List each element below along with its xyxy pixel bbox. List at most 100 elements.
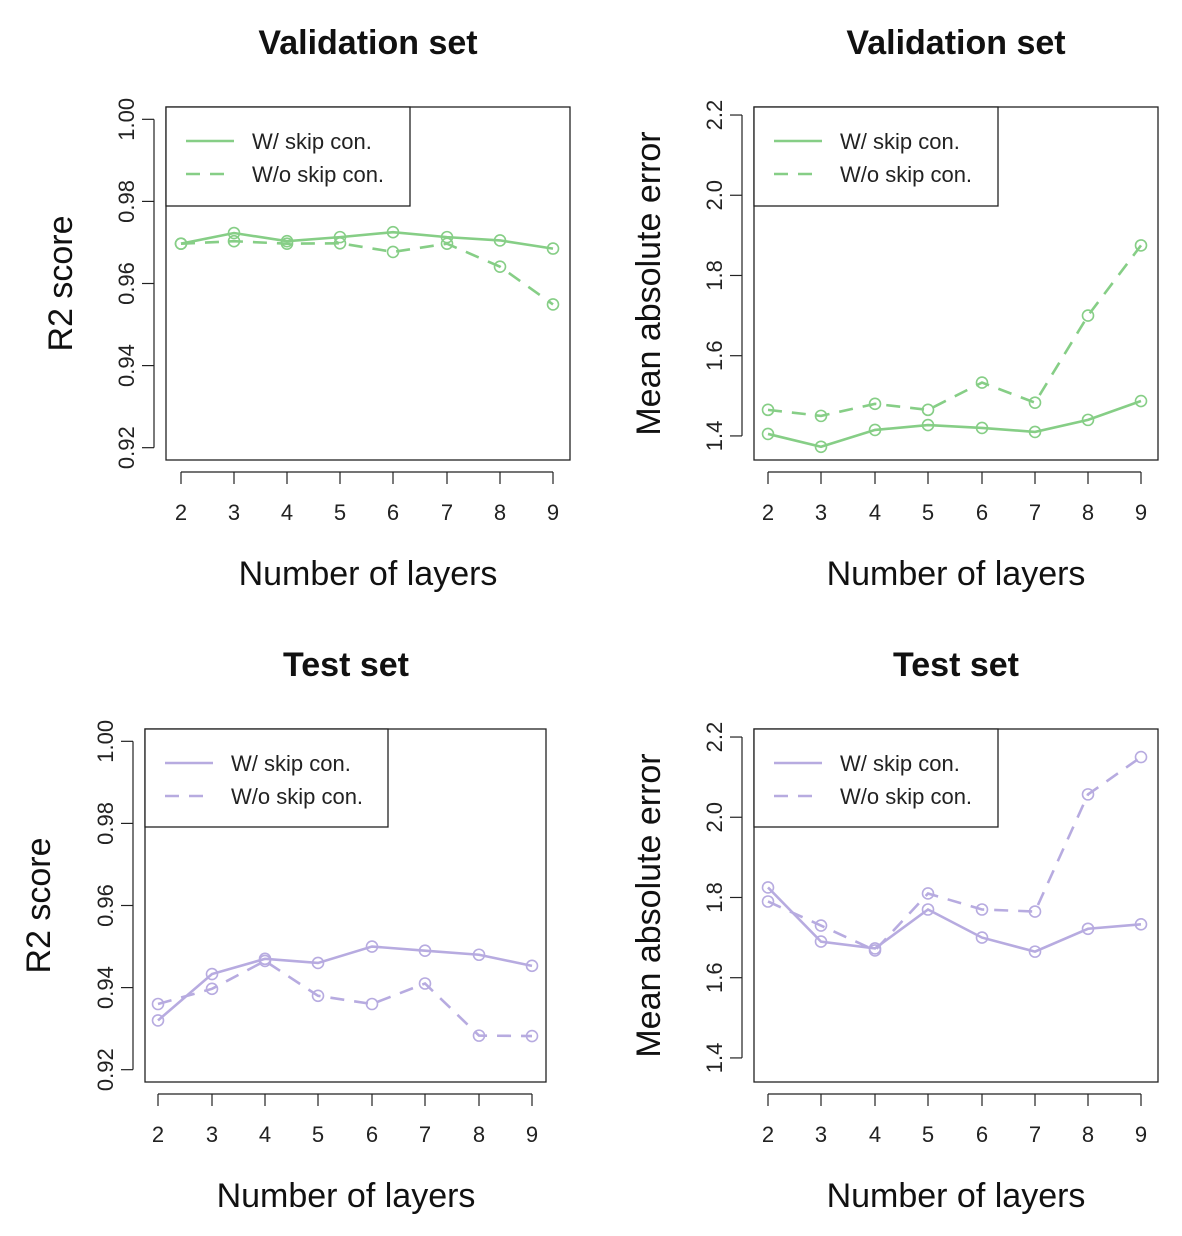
panel-2-series-1-point	[761, 427, 775, 441]
panel-2-y-tick-label: 2.2	[702, 100, 727, 131]
panel-3-x-tick-label: 8	[473, 1122, 485, 1147]
panel-2-legend-label-1: W/ skip con.	[840, 129, 960, 154]
panel-4-x-tick-label: 6	[976, 1122, 988, 1147]
panel-4-x-tick-label: 7	[1029, 1122, 1041, 1147]
panel-1-x-tick-label: 6	[387, 500, 399, 525]
panel-4-series-1-line	[767, 886, 1142, 954]
panel-1-x-axis-label: Number of layers	[239, 555, 498, 593]
panel-1-y-tick-label: 1.00	[114, 98, 139, 141]
panel-4-series-1-point	[1134, 918, 1148, 931]
panel-1-series-2-point	[386, 245, 400, 259]
panel-1-series-2-point	[280, 237, 294, 250]
panel-3-series-1-point	[418, 944, 432, 957]
panel-4-series-1-point	[921, 903, 935, 916]
panel-4-series-1-point	[761, 881, 775, 894]
panel-2-legend-box	[753, 106, 999, 207]
panel-3-x-tick-label: 5	[312, 1122, 324, 1147]
panel-2-y-tick-label: 1.8	[702, 260, 727, 291]
panel-1-legend-label-2: W/o skip con.	[252, 162, 384, 187]
panel-4-series-2-point	[1134, 750, 1148, 764]
panel-1-x-tick-label: 8	[494, 500, 506, 525]
panel-2-x-tick-label: 8	[1082, 500, 1094, 525]
panel-2-y-tick-label: 1.6	[702, 340, 727, 371]
panel-3-series-1-point	[525, 959, 539, 973]
panel-4-series-2-point	[1081, 788, 1095, 801]
panel-1-x-tick-label: 2	[175, 500, 187, 525]
panel-1-x-tick-label: 5	[334, 500, 346, 525]
panel-1-series-1-point	[227, 226, 241, 240]
panel-2-x-tick-label: 2	[762, 500, 774, 525]
panel-4-series-2-point	[1028, 905, 1042, 918]
panel-3-series-1-line	[157, 945, 533, 1022]
panel-2-x-tick-label: 3	[815, 500, 827, 525]
panel-3-legend-box	[144, 728, 389, 828]
panel-2-series-1-point	[1081, 413, 1095, 427]
panel-1-x-tick-label: 7	[441, 500, 453, 525]
panel-1-y-tick-label: 0.94	[114, 344, 139, 387]
panel-4-series-2-line	[767, 756, 1142, 953]
panel-2-series-1-point	[1134, 394, 1148, 408]
panel-1-series-2-point	[333, 236, 347, 250]
panel-1-series-2-line	[180, 239, 554, 306]
panel-2-x-tick-label: 9	[1135, 500, 1147, 525]
panel-2-x-tick-label: 6	[976, 500, 988, 525]
panel-2-series-1-point	[975, 421, 989, 435]
panel-3-y-tick-label: 0.98	[93, 802, 118, 845]
panel-4-series-2-point	[921, 887, 935, 900]
panel-2-series-2-point	[761, 403, 775, 417]
panel-2-series-2-point	[1028, 396, 1042, 409]
panel-1-series-2-point	[493, 260, 507, 273]
panel-4-series-1-point	[814, 935, 828, 948]
panel-3-x-axis-label: Number of layers	[217, 1177, 476, 1215]
panel-4-series-2-point	[975, 903, 989, 916]
panel-3-series-2-point	[205, 982, 219, 996]
panel-3-title: Test set	[283, 646, 409, 684]
panel-4-title: Test set	[893, 646, 1019, 684]
panel-1-series-1-point	[546, 242, 560, 255]
panel-4-x-tick-label: 8	[1082, 1122, 1094, 1147]
panel-2-series-2-point	[814, 409, 828, 423]
panel-2-legend-label-2: W/o skip con.	[840, 162, 972, 187]
panel-1-series-1-point	[386, 225, 400, 239]
panel-3-series-2-point	[258, 954, 272, 968]
panel-3-series-1-point	[311, 956, 325, 970]
panel-3-series-2-point	[151, 997, 165, 1011]
panel-2-x-tick-label: 4	[869, 500, 881, 525]
panel-4-series-2-point	[814, 919, 828, 932]
panel-4-x-tick-label: 4	[869, 1122, 881, 1147]
panel-4-y-tick-label: 1.6	[702, 962, 727, 993]
panel-3-x-tick-label: 2	[152, 1122, 164, 1147]
panel-3-series-1-point	[205, 967, 219, 981]
panel-3-series-1-point	[365, 940, 379, 953]
panel-2-series-2-line	[767, 244, 1143, 418]
panel-1-series-2-point	[227, 234, 241, 248]
panel-2-series-2-point	[1134, 239, 1148, 252]
panel-3-series-2-point	[472, 1029, 486, 1042]
panel-2-series-1-point	[868, 423, 882, 437]
panel-1-series-2-point	[546, 298, 560, 311]
panel-1-series-1-point	[333, 230, 347, 244]
panel-3-y-tick-label: 0.94	[93, 966, 118, 1009]
panel-1-x-tick-label: 9	[547, 500, 559, 525]
panel-1-title: Validation set	[258, 24, 477, 62]
panel-4-series-1-point	[1028, 945, 1042, 958]
panel-3-x-tick-label: 6	[366, 1122, 378, 1147]
panel-1-x-tick-label: 3	[228, 500, 240, 525]
panel-3-y-tick-label: 0.96	[93, 884, 118, 927]
panel-4-x-tick-label: 2	[762, 1122, 774, 1147]
panel-1-series-2-point	[440, 237, 454, 250]
panel-4-y-tick-label: 1.8	[702, 882, 727, 913]
panel-3-x-tick-label: 3	[206, 1122, 218, 1147]
panel-3-y-axis-label: R2 score	[20, 837, 58, 973]
panel-2-series-2-point	[1081, 309, 1095, 322]
panel-2-series-2-point	[868, 397, 882, 411]
panel-3-series-1-point	[151, 1014, 165, 1027]
panel-3-legend-label-1: W/ skip con.	[231, 751, 351, 776]
panel-4-legend-label-1: W/ skip con.	[840, 751, 960, 776]
panel-2-series-1-point	[1028, 425, 1042, 439]
panel-3-series-1-point	[472, 948, 486, 962]
panel-4-x-tick-label: 9	[1135, 1122, 1147, 1147]
panel-2-y-tick-label: 2.0	[702, 180, 727, 211]
panel-4-y-tick-label: 1.4	[702, 1043, 727, 1074]
